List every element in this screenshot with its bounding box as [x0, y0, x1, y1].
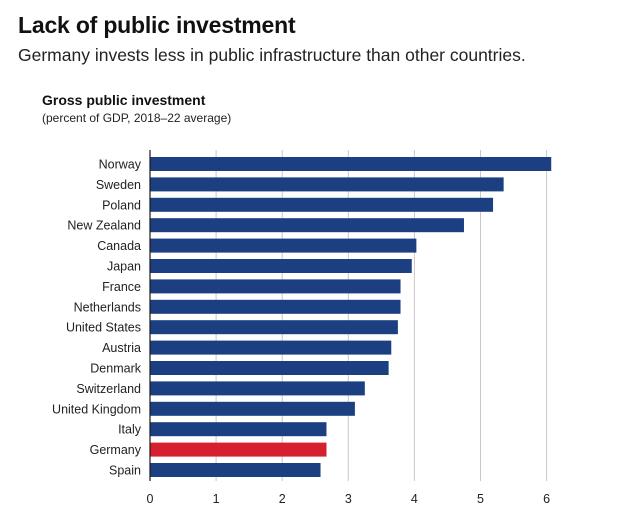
category-label: Canada [97, 239, 141, 253]
x-tick-label: 4 [411, 492, 418, 506]
category-label: Austria [102, 341, 141, 355]
bar-poland [150, 197, 494, 212]
bar-new-zealand [150, 218, 464, 233]
category-label: Switzerland [76, 382, 141, 396]
category-label: Netherlands [74, 300, 141, 314]
chart-subtitle: (percent of GDP, 2018–22 average) [42, 111, 232, 125]
chart-title: Gross public investment [42, 92, 206, 108]
bar-norway [150, 157, 552, 171]
bar-switzerland [150, 381, 365, 396]
x-tick-label: 3 [345, 492, 352, 506]
category-label: New Zealand [67, 219, 141, 233]
tick-labels: 0 1 2 3 4 5 6 [147, 492, 551, 506]
bars [150, 157, 552, 477]
category-label: Norway [99, 158, 142, 172]
x-tick-label: 2 [279, 492, 286, 506]
bar-japan [150, 259, 412, 273]
category-label: Spain [109, 464, 141, 478]
category-label: France [102, 280, 141, 294]
bar-spain [150, 463, 321, 477]
bar-sweden [150, 177, 504, 192]
x-tick-label: 0 [147, 492, 154, 506]
bar-denmark [150, 361, 389, 375]
category-label: Japan [107, 260, 141, 274]
category-label: Denmark [90, 362, 141, 376]
x-tick-label: 6 [543, 492, 550, 506]
bar-netherlands [150, 299, 401, 314]
bar-austria [150, 340, 392, 355]
page-subtitle: Germany invests less in public infrastru… [18, 45, 526, 65]
bar-italy [150, 422, 327, 437]
page-title: Lack of public investment [18, 12, 296, 38]
bar-united-states [150, 320, 398, 335]
bar-france [150, 279, 401, 294]
category-label: Poland [102, 198, 141, 212]
category-label: Italy [118, 423, 142, 437]
x-tick-label: 5 [477, 492, 484, 506]
bar-united-kingdom [150, 401, 355, 416]
bar-germany [150, 442, 327, 457]
category-label: Sweden [96, 178, 141, 192]
category-label: Germany [90, 443, 142, 457]
bar-canada [150, 238, 417, 253]
x-tick-label: 1 [213, 492, 220, 506]
category-label: United Kingdom [52, 402, 141, 416]
category-label: United States [66, 321, 141, 335]
category-labels: Norway Sweden Poland New Zealand Canada Japan… [52, 158, 142, 478]
